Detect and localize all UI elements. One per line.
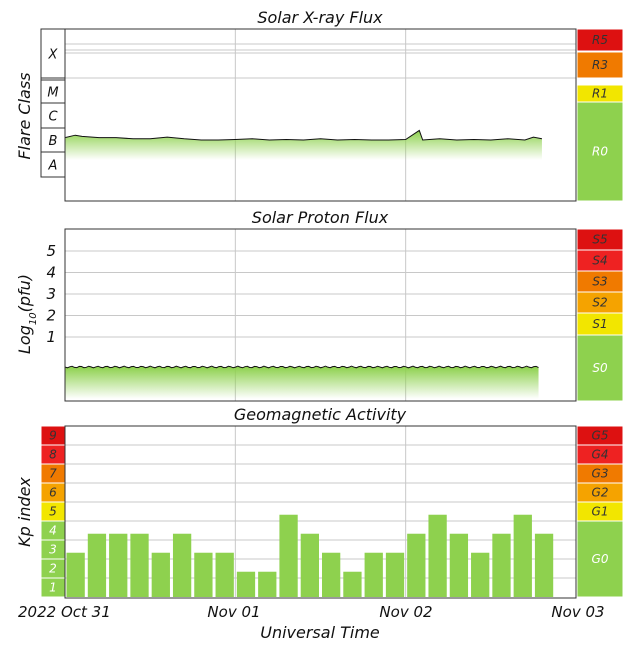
kp-scale-box	[576, 520, 624, 598]
kp-grid	[65, 426, 576, 597]
xray-trace	[64, 129, 543, 141]
kp-bar	[194, 552, 213, 597]
proton-y-tick: 1	[46, 328, 56, 346]
kp-g-scale: G5 G4 G3 G2 G1 G0	[576, 425, 624, 598]
kp-level-label: 1	[49, 581, 57, 595]
kp-scale-label: G1	[592, 505, 609, 519]
x-axis-tick: Nov 03	[551, 603, 604, 621]
xray-grid	[65, 29, 576, 201]
xray-scale-box	[576, 51, 624, 79]
proton-ylabel: Log10(pfu)	[15, 274, 39, 354]
xray-class-label: C	[48, 110, 58, 125]
proton-trace	[64, 365, 539, 369]
kp-bar	[513, 514, 532, 597]
proton-frame	[64, 228, 577, 402]
proton-plot-area	[64, 365, 539, 399]
kp-bar	[534, 533, 554, 597]
xray-class-label: X	[48, 48, 59, 63]
kp-scale-label: G2	[592, 486, 609, 500]
kp-level-label: 7	[49, 467, 57, 481]
kp-bar	[300, 533, 319, 597]
proton-title: Solar Proton Flux	[252, 208, 389, 227]
xray-scale-label: R0	[592, 145, 608, 159]
kp-bar	[236, 571, 256, 597]
x-axis-ticks: 2022 Oct 31 Nov 01 Nov 02 Nov 03	[18, 603, 605, 621]
proton-scale-label: S0	[592, 361, 608, 375]
proton-scale-label: S1	[592, 317, 607, 331]
xray-plot-area	[64, 129, 543, 160]
proton-fill	[65, 367, 539, 399]
proton-y-tick: 5	[46, 242, 56, 260]
proton-ylabel-suffix: (pfu)	[15, 274, 34, 312]
kp-ylabel: Kp index	[15, 477, 34, 547]
kp-bar	[130, 533, 149, 597]
proton-scale-label: S4	[592, 254, 607, 268]
proton-ylabel-prefix: Log	[15, 325, 34, 354]
kp-title: Geomagnetic Activity	[234, 405, 407, 424]
x-axis-tick: Nov 02	[379, 603, 432, 621]
xray-class-label: M	[47, 86, 58, 101]
xray-scale-label: R3	[592, 58, 608, 72]
xray-scale-box	[576, 28, 624, 52]
kp-bar	[322, 552, 341, 597]
x-axis-label: Universal Time	[260, 623, 380, 642]
kp-bar	[428, 514, 447, 597]
xray-class-label: A	[48, 159, 58, 174]
xray-frame	[64, 28, 577, 202]
xray-ylabel: Flare Class	[15, 72, 34, 159]
proton-y-ticks: 1 2 3 4 5	[46, 242, 56, 346]
kp-bar	[385, 552, 405, 597]
kp-frame	[64, 425, 577, 599]
kp-scale-label: G5	[592, 429, 609, 443]
proton-y-tick: 4	[46, 264, 56, 282]
xray-r-scale: R5 R3 R1 R0	[576, 28, 624, 202]
proton-s-scale: S5 S4 S3 S2 S1 S0	[576, 228, 624, 402]
xray-scale-label: R5	[592, 33, 608, 47]
kp-level-label: 3	[49, 543, 57, 557]
xray-scale-box	[576, 101, 624, 202]
kp-bar	[151, 552, 170, 597]
kp-scale-label: G0	[592, 552, 609, 566]
proton-scale-label: S5	[592, 233, 607, 247]
kp-level-label: 2	[49, 562, 57, 576]
proton-scale-label: S3	[592, 275, 607, 289]
xray-title: Solar X-ray Flux	[257, 8, 383, 27]
kp-bar	[87, 533, 107, 597]
kp-level-label: 8	[49, 448, 57, 462]
kp-bar	[492, 533, 511, 597]
kp-bar	[172, 533, 192, 597]
xray-fill	[65, 130, 542, 160]
kp-bar	[109, 533, 128, 597]
kp-bar	[258, 571, 277, 597]
kp-level-label: 5	[49, 505, 57, 519]
proton-scale-label: S2	[592, 296, 607, 310]
kp-bar	[407, 533, 426, 597]
proton-scale-box	[576, 334, 624, 402]
kp-bar	[364, 552, 383, 597]
proton-y-tick: 3	[46, 285, 56, 303]
xray-scale-label: R1	[592, 87, 608, 101]
proton-y-tick: 2	[46, 307, 56, 325]
kp-level-column: 9 8 7 6 5 4 3 2 1	[40, 425, 66, 598]
x-axis-tick: 2022 Oct 31	[18, 603, 111, 621]
kp-scale-label: G3	[592, 467, 609, 481]
kp-level-label: 6	[49, 486, 57, 500]
proton-ylabel-sub: 10	[28, 312, 39, 325]
kp-bar	[279, 514, 298, 597]
kp-bar	[343, 571, 362, 597]
kp-bars	[66, 514, 554, 597]
kp-bar	[471, 552, 490, 597]
kp-bar	[449, 533, 469, 597]
kp-level-label: 9	[49, 429, 57, 443]
kp-bar	[66, 552, 85, 597]
kp-scale-label: G4	[592, 448, 609, 462]
kp-bar	[215, 552, 234, 597]
xray-class-label: B	[49, 134, 58, 149]
x-axis-tick: Nov 01	[207, 603, 260, 621]
kp-level-label: 4	[49, 524, 57, 538]
